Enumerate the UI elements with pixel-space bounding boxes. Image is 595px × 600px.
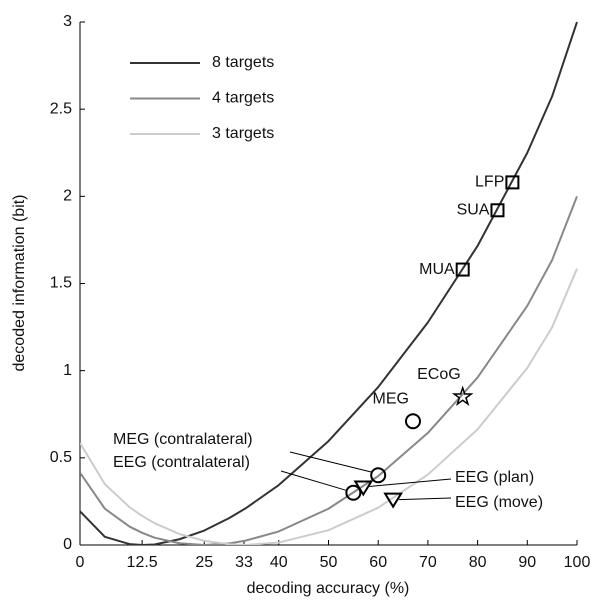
y-tick-label: 1.5 bbox=[50, 275, 72, 292]
marker-circle bbox=[370, 467, 387, 484]
leader-line bbox=[289, 451, 373, 473]
marker-square bbox=[455, 262, 470, 277]
point-label: SUA bbox=[457, 201, 490, 218]
y-axis-label: decoded information (bit) bbox=[11, 195, 28, 372]
x-tick-label: 33 bbox=[235, 554, 253, 571]
legend-label: 8 targets bbox=[212, 54, 274, 71]
point-label: EEG (plan) bbox=[455, 469, 534, 486]
x-axis-label: decoding accuracy (%) bbox=[247, 580, 410, 597]
marker-triangle bbox=[353, 480, 374, 497]
x-tick-label: 50 bbox=[320, 554, 338, 571]
x-tick-label: 70 bbox=[419, 554, 437, 571]
x-tick-label: 60 bbox=[369, 554, 387, 571]
y-tick-label: 2.5 bbox=[50, 100, 72, 117]
curve bbox=[80, 195, 578, 545]
y-tick-label: 0 bbox=[63, 536, 72, 553]
y-tick-label: 1 bbox=[63, 362, 72, 379]
x-tick-label: 12.5 bbox=[127, 554, 158, 571]
point-label: MEG (contralateral) bbox=[113, 431, 253, 448]
point-label: MEG bbox=[373, 390, 409, 407]
marker-circle bbox=[345, 484, 362, 501]
x-tick-label: 100 bbox=[564, 554, 591, 571]
leader-line bbox=[399, 497, 452, 501]
y-tick-label: 0.5 bbox=[50, 449, 72, 466]
leader-line bbox=[369, 478, 452, 487]
y-tick-label: 2 bbox=[63, 188, 72, 205]
point-label: LFP bbox=[475, 174, 504, 191]
x-tick-label: 25 bbox=[195, 554, 213, 571]
legend-label: 4 targets bbox=[212, 90, 274, 107]
curve bbox=[80, 21, 578, 545]
x-tick-label: 80 bbox=[469, 554, 487, 571]
marker-square bbox=[490, 203, 505, 218]
leader-line bbox=[280, 470, 348, 492]
legend-label: 3 targets bbox=[212, 125, 274, 142]
point-label: ECoG bbox=[417, 366, 461, 383]
marker-star bbox=[451, 385, 474, 407]
x-tick-label: 90 bbox=[518, 554, 536, 571]
x-tick-label: 40 bbox=[270, 554, 288, 571]
marker-square bbox=[505, 175, 520, 190]
point-label: EEG (contralateral) bbox=[113, 454, 250, 471]
marker-circle bbox=[404, 413, 421, 430]
curve bbox=[80, 268, 578, 545]
point-label: MUA bbox=[419, 261, 455, 278]
x-tick-label: 0 bbox=[76, 554, 85, 571]
point-label: EEG (move) bbox=[455, 494, 543, 511]
marker-triangle bbox=[383, 492, 403, 509]
y-tick-label: 3 bbox=[63, 13, 72, 30]
